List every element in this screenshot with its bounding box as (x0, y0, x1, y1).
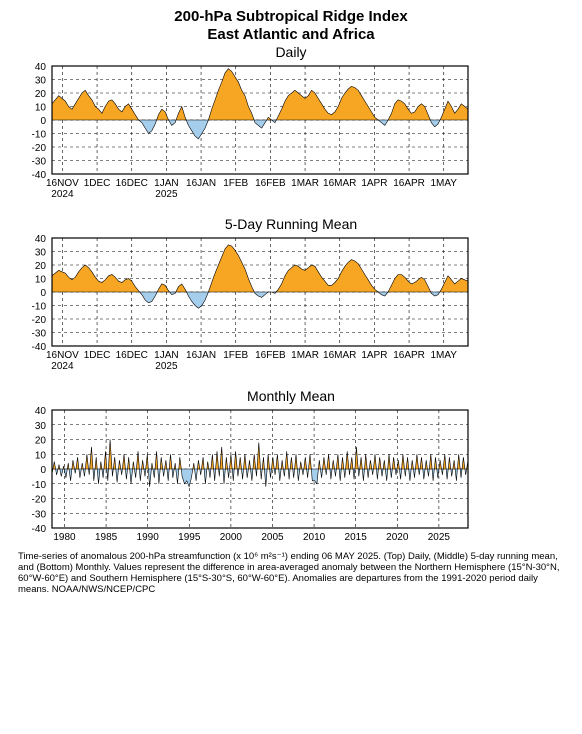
svg-text:30: 30 (35, 248, 47, 259)
svg-text:-20: -20 (32, 315, 47, 326)
svg-text:16FEB: 16FEB (255, 178, 286, 189)
svg-text:2020: 2020 (386, 532, 409, 543)
svg-text:1APR: 1APR (361, 178, 387, 189)
svg-text:-10: -10 (32, 480, 47, 491)
svg-text:-20: -20 (32, 495, 47, 506)
svg-text:2015: 2015 (345, 532, 368, 543)
chart-daily: -40 -30 -20 -10 0 10 20 30 40 16NOV2024 1DEC 16DEC 1… (0, 62, 500, 202)
svg-text:16APR: 16APR (393, 178, 425, 189)
panel-daily: Daily -40 -30 -20 -10 0 10 20 30 40 16NOV2024 1DEC… (0, 44, 582, 202)
chart-5day: -40 -30 -20 -10 0 10 20 30 40 16NOV2024 1DEC 16DEC 1… (0, 234, 500, 374)
title-line-2: East Atlantic and Africa (0, 26, 582, 44)
svg-text:0: 0 (40, 288, 46, 299)
svg-text:10: 10 (35, 103, 47, 114)
chart-monthly: -40 -30 -20 -10 0 10 20 30 40 1980 1985 1990 1995 200… (0, 406, 500, 546)
svg-text:-30: -30 (32, 509, 47, 520)
svg-text:-20: -20 (32, 143, 47, 154)
svg-text:1DEC: 1DEC (84, 178, 111, 189)
svg-text:2024: 2024 (51, 361, 74, 372)
svg-text:1985: 1985 (95, 532, 118, 543)
svg-text:1MAR: 1MAR (291, 178, 319, 189)
svg-text:16DEC: 16DEC (116, 178, 148, 189)
svg-text:-40: -40 (32, 170, 47, 181)
panel-monthly-title: Monthly Mean (0, 388, 582, 404)
svg-text:20: 20 (35, 436, 47, 447)
svg-text:40: 40 (35, 62, 47, 73)
svg-text:40: 40 (35, 234, 47, 245)
svg-text:20: 20 (35, 261, 47, 272)
panel-5day: 5-Day Running Mean -40 -30 -20 -10 0 10 20 30 40… (0, 216, 582, 374)
svg-text:20: 20 (35, 89, 47, 100)
svg-text:16MAR: 16MAR (323, 350, 356, 361)
svg-text:16JAN: 16JAN (186, 350, 216, 361)
svg-text:16MAR: 16MAR (323, 178, 356, 189)
svg-text:10: 10 (35, 275, 47, 286)
svg-text:0: 0 (40, 465, 46, 476)
svg-text:-30: -30 (32, 157, 47, 168)
main-title: 200-hPa Subtropical Ridge Index East Atl… (0, 0, 582, 44)
svg-text:16APR: 16APR (393, 350, 425, 361)
svg-text:2025: 2025 (155, 189, 178, 200)
panel-5day-title: 5-Day Running Mean (0, 216, 582, 232)
panel-daily-title: Daily (0, 44, 582, 60)
svg-text:0: 0 (40, 116, 46, 127)
svg-text:1995: 1995 (178, 532, 201, 543)
svg-text:2005: 2005 (261, 532, 284, 543)
svg-text:1MAY: 1MAY (430, 178, 457, 189)
svg-text:-10: -10 (32, 130, 47, 141)
svg-text:2025: 2025 (155, 361, 178, 372)
svg-text:1FEB: 1FEB (223, 350, 248, 361)
svg-text:16FEB: 16FEB (255, 350, 286, 361)
svg-text:-30: -30 (32, 329, 47, 340)
svg-text:-10: -10 (32, 302, 47, 313)
svg-text:2010: 2010 (303, 532, 326, 543)
svg-text:30: 30 (35, 76, 47, 87)
svg-text:10: 10 (35, 450, 47, 461)
svg-text:1JAN: 1JAN (154, 350, 178, 361)
svg-text:2024: 2024 (51, 189, 74, 200)
svg-text:16NOV: 16NOV (46, 350, 79, 361)
svg-text:1FEB: 1FEB (223, 178, 248, 189)
svg-text:1MAR: 1MAR (291, 350, 319, 361)
panel-monthly: Monthly Mean -40 -30 -20 -10 0 10 20 30 40 1980 19… (0, 388, 582, 546)
svg-text:16JAN: 16JAN (186, 178, 216, 189)
title-line-1: 200-hPa Subtropical Ridge Index (0, 8, 582, 26)
svg-text:1JAN: 1JAN (154, 178, 178, 189)
svg-text:1980: 1980 (53, 532, 76, 543)
svg-text:-40: -40 (32, 342, 47, 353)
svg-text:1MAY: 1MAY (430, 350, 457, 361)
caption-text: Time-series of anomalous 200-hPa streamf… (0, 546, 582, 604)
svg-text:2000: 2000 (220, 532, 243, 543)
svg-text:1APR: 1APR (361, 350, 387, 361)
svg-text:16DEC: 16DEC (116, 350, 148, 361)
svg-text:30: 30 (35, 421, 47, 432)
svg-text:1990: 1990 (137, 532, 160, 543)
svg-text:16NOV: 16NOV (46, 178, 79, 189)
svg-text:-40: -40 (32, 524, 47, 535)
svg-text:1DEC: 1DEC (84, 350, 111, 361)
svg-text:40: 40 (35, 406, 47, 417)
svg-text:2025: 2025 (428, 532, 451, 543)
